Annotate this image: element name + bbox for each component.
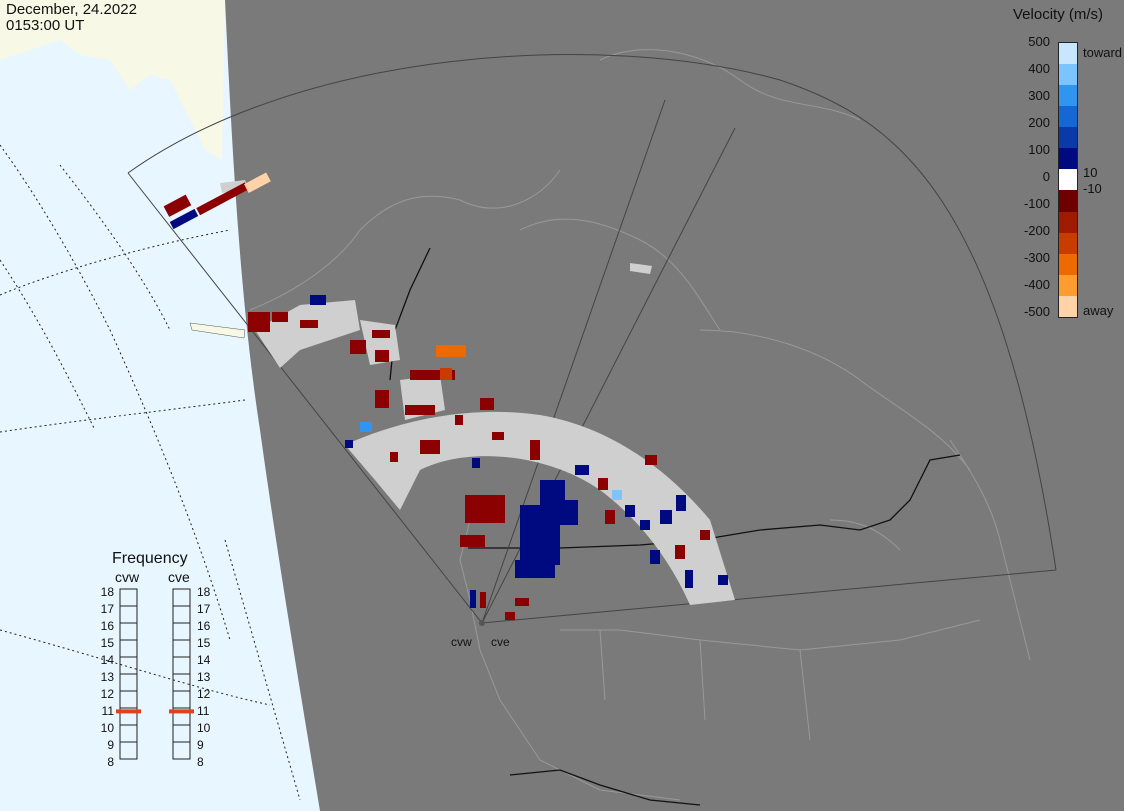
colorbar-segment	[1059, 169, 1077, 191]
velocity-tick: -100	[1023, 196, 1050, 211]
velocity-legend-title: Velocity (m/s)	[1013, 6, 1104, 23]
frequency-tick-right: 11	[197, 704, 210, 718]
velocity-tick: 300	[1028, 88, 1050, 103]
velocity-tick: -200	[1023, 223, 1050, 238]
frequency-tick-left: 13	[100, 670, 114, 684]
frequency-tick-left: 18	[100, 585, 114, 599]
frequency-tick-right: 15	[197, 636, 211, 650]
colorbar-segment	[1059, 43, 1077, 65]
velocity-cells	[163, 172, 728, 620]
away-label: away	[1083, 303, 1114, 318]
colorbar-segment	[1059, 274, 1077, 296]
radar-label-cvw: cvw	[451, 635, 472, 649]
colorbar-segment	[1059, 64, 1077, 86]
velocity-tick: 200	[1028, 115, 1050, 130]
frequency-tick-left: 14	[100, 653, 114, 667]
frequency-tick-left: 12	[100, 687, 114, 701]
colorbar-segment	[1059, 127, 1077, 149]
colorbar-segment	[1059, 253, 1077, 275]
colorbar-segment	[1059, 211, 1077, 233]
frequency-marker-cve	[169, 709, 194, 714]
frequency-tick-left: 9	[107, 738, 114, 752]
velocity-tick: 500	[1028, 34, 1050, 49]
colorbar-segment	[1059, 106, 1077, 128]
frequency-tick-left: 16	[100, 619, 114, 633]
frequency-tick-right: 16	[197, 619, 211, 633]
colorbar-segment	[1059, 85, 1077, 107]
frequency-tick-left: 10	[100, 721, 114, 735]
frequency-title: Frequency	[112, 550, 188, 567]
radar-site-cvw	[479, 620, 485, 626]
sunlit-ocean	[0, 0, 320, 811]
threshold-neg-label: -10	[1083, 181, 1102, 196]
aleutian-land	[189, 322, 246, 339]
velocity-tick: 400	[1028, 61, 1050, 76]
frequency-tick-right: 17	[197, 602, 211, 616]
velocity-tick: -500	[1023, 304, 1050, 319]
threshold-pos-label: 10	[1083, 165, 1098, 180]
timestamp: December, 24.2022 0153:00 UT	[6, 2, 137, 34]
frequency-tick-left: 8	[107, 755, 114, 769]
frequency-label-cve: cve	[168, 569, 190, 585]
frequency-tick-right: 9	[197, 738, 204, 752]
colorbar-segment	[1059, 190, 1077, 212]
velocity-tick: -400	[1023, 277, 1050, 292]
frequency-tick-right: 13	[197, 670, 211, 684]
time-label: 0153:00 UT	[6, 17, 85, 34]
date-label: December, 24.2022	[6, 1, 137, 18]
frequency-bars	[119, 588, 191, 760]
land-outlines	[249, 49, 1031, 801]
velocity-tick: -300	[1023, 250, 1050, 265]
frequency-tick-right: 12	[197, 687, 211, 701]
frequency-marker-cvw	[116, 709, 141, 714]
toward-label: toward	[1083, 45, 1123, 60]
velocity-tick: 0	[1042, 169, 1050, 184]
velocity-tick: 100	[1028, 142, 1050, 157]
radar-label-cve: cve	[491, 635, 510, 649]
frequency-tick-right: 8	[197, 755, 204, 769]
frequency-tick-right: 14	[197, 653, 211, 667]
frequency-tick-left: 11	[101, 704, 114, 718]
sunlit-land	[0, 0, 225, 160]
frequency-tick-left: 15	[100, 636, 114, 650]
colorbar-segment	[1059, 232, 1077, 254]
colorbar-segment	[1059, 295, 1077, 317]
frequency-label-cvw: cvw	[115, 569, 140, 585]
frequency-tick-left: 17	[100, 602, 114, 616]
graticule	[0, 144, 301, 801]
velocity-colorbar	[1058, 42, 1078, 318]
frequency-tick-right: 18	[197, 585, 211, 599]
frequency-tick-right: 10	[197, 721, 211, 735]
colorbar-segment	[1059, 148, 1077, 170]
